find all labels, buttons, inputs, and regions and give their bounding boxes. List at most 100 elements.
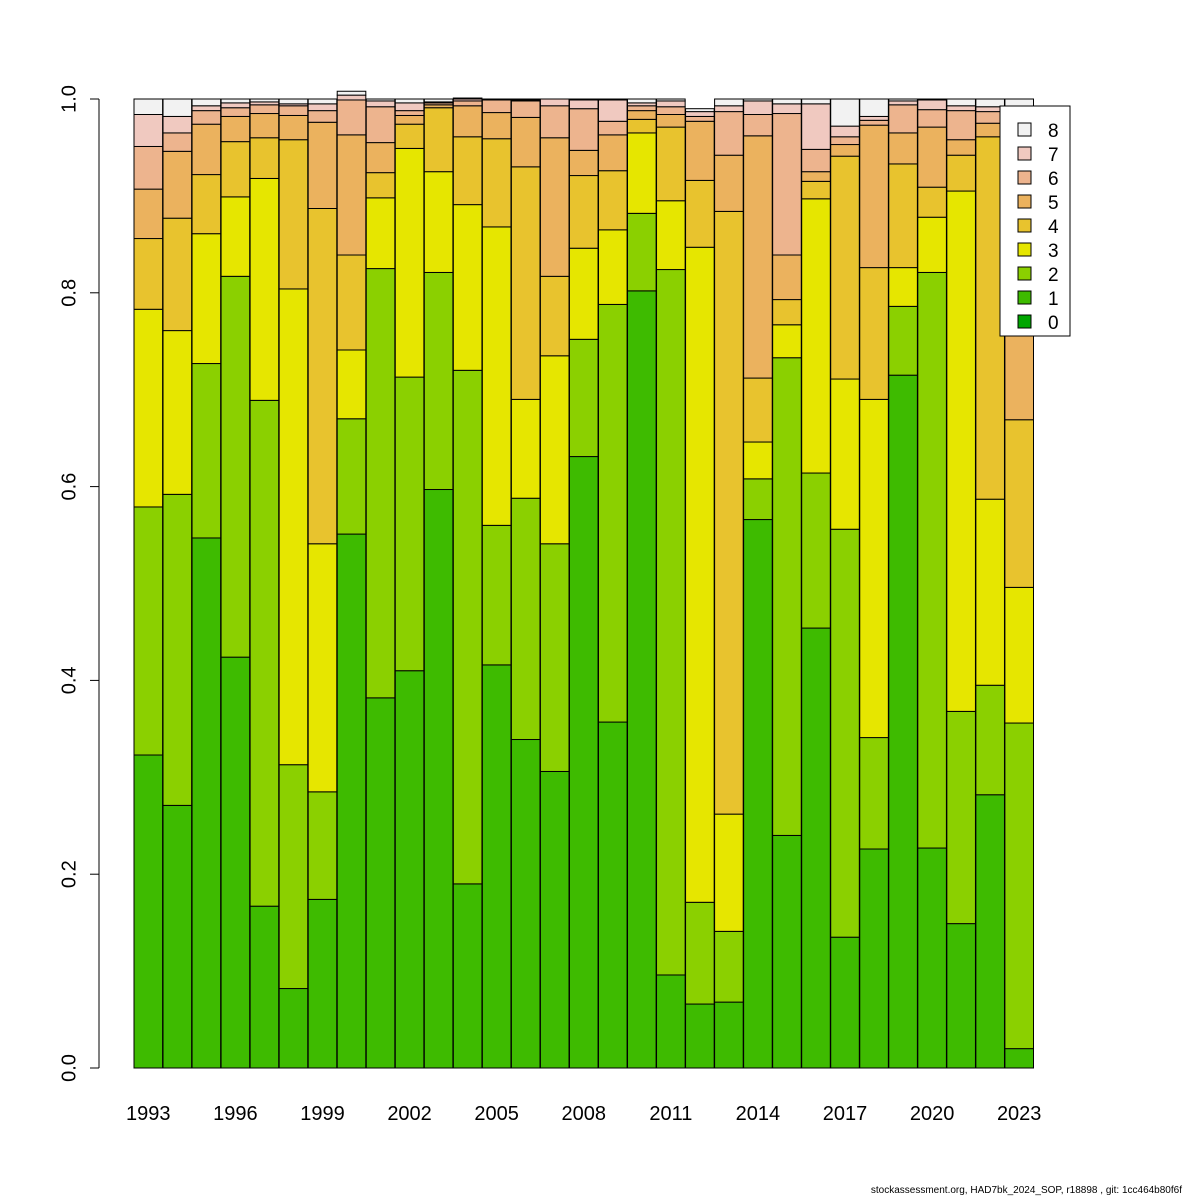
bars-group	[133, 90, 1035, 1069]
bar-segment-2000-age-5	[336, 134, 367, 256]
bar-segment-1994-age-8	[162, 98, 193, 117]
bar-segment-2001-age-6	[365, 106, 396, 144]
bar-segment-2007-age-6	[539, 105, 570, 139]
bar-segment-2003-age-1	[423, 489, 454, 1069]
footer-credit: stockassessment.org, HAD7bk_2024_SOP, r1…	[870, 1185, 1182, 1196]
bar-segment-2015-age-5	[772, 254, 802, 301]
legend-swatch-8	[1017, 122, 1032, 137]
bar-segment-1998-age-5	[278, 114, 309, 141]
bar-segment-2008-age-4	[568, 175, 599, 249]
bar-segment-2012-age-1	[685, 1003, 715, 1069]
bar-segment-2017-age-3	[830, 378, 860, 530]
bar-segment-2019-age-1	[888, 374, 918, 1069]
bar-segment-2005-age-4	[481, 138, 512, 228]
y-tick-label: 0.2	[58, 860, 80, 888]
bar-segment-2019-age-8	[888, 98, 918, 102]
bar-segment-2006-age-3	[510, 398, 541, 499]
bar-segment-2021-age-5	[946, 139, 976, 156]
bar-segment-2016-age-6	[801, 148, 831, 173]
bar-segment-1995-age-5	[191, 123, 222, 176]
bar-segment-1994-age-5	[162, 150, 193, 219]
bar-segment-2007-age-3	[539, 355, 570, 545]
bar-segment-2021-age-7	[946, 105, 976, 112]
bar-segment-1996-age-1	[220, 656, 251, 1069]
x-tick-label: 2023	[997, 1103, 1042, 1125]
legend-label-0: 0	[1048, 313, 1059, 334]
bar-segment-2018-age-4	[859, 267, 889, 400]
bar-segment-1994-age-3	[162, 330, 193, 495]
bar-segment-2012-age-5	[685, 120, 715, 181]
x-axis: 1993 1996 1999 2002 2005 2008 2011 2014 2017 2020…	[126, 1103, 1041, 1125]
y-tick-label: 1.0	[58, 85, 80, 113]
bar-segment-1998-age-8	[278, 98, 309, 105]
bar-segment-2016-age-4	[801, 180, 831, 200]
bar-segment-2005-age-6	[481, 99, 512, 114]
bar-segment-2012-age-8	[685, 108, 715, 113]
bar-segment-2011-age-3	[656, 200, 686, 271]
bar-segment-2007-age-4	[539, 275, 570, 357]
legend-label-6: 6	[1048, 169, 1059, 190]
bar-segment-1998-age-6	[278, 105, 309, 116]
legend-swatch-7	[1017, 146, 1032, 161]
bar-segment-2012-age-3	[685, 246, 715, 903]
x-tick-label: 2017	[823, 1103, 868, 1125]
bar-segment-2009-age-4	[597, 170, 628, 231]
bar-segment-1994-age-1	[162, 804, 193, 1069]
bar-segment-2014-age-5	[743, 135, 773, 379]
bar-segment-2006-age-6	[510, 100, 541, 118]
bar-segment-2007-age-7	[539, 98, 570, 107]
bar-segment-2009-age-6	[597, 120, 628, 136]
bar-segment-2001-age-5	[365, 142, 396, 174]
bar-segment-2000-age-1	[336, 533, 367, 1069]
bar-segment-2006-age-2	[510, 497, 541, 741]
bar-segment-2015-age-2	[772, 357, 802, 836]
bar-segment-2006-age-4	[510, 166, 541, 400]
bar-segment-2016-age-8	[801, 98, 831, 105]
bar-segment-2017-age-7	[830, 125, 860, 138]
bar-segment-2000-age-3	[336, 349, 367, 420]
bar-segment-1993-age-5	[133, 188, 164, 240]
bar-segment-2018-age-8	[859, 98, 889, 117]
bar-segment-2022-age-2	[975, 684, 1005, 796]
bar-segment-1993-age-7	[133, 114, 164, 147]
bar-segment-1996-age-5	[220, 115, 251, 143]
bar-segment-2018-age-1	[859, 848, 889, 1069]
bar-segment-2021-age-2	[946, 710, 976, 925]
bar-segment-2000-age-6	[336, 99, 367, 136]
bar-segment-2005-age-1	[481, 664, 512, 1069]
bar-segment-1995-age-7	[191, 105, 222, 112]
bar-segment-1996-age-7	[220, 102, 251, 109]
bar-segment-1996-age-8	[220, 98, 251, 104]
bar-segment-1993-age-3	[133, 308, 164, 508]
bar-segment-2019-age-3	[888, 267, 918, 307]
bar-segment-2010-age-3	[627, 132, 657, 214]
bar-segment-2009-age-2	[597, 303, 628, 723]
bar-segment-2011-age-8	[656, 98, 686, 102]
legend-label-8: 8	[1048, 121, 1059, 142]
bar-segment-2001-age-1	[365, 697, 396, 1069]
legend-swatch-0	[1017, 314, 1032, 329]
bar-segment-2002-age-6	[394, 110, 425, 116]
bar-segment-2004-age-4	[452, 136, 483, 206]
x-tick-label: 2008	[562, 1103, 607, 1125]
bar-segment-1995-age-4	[191, 174, 222, 235]
bar-segment-2013-age-7	[714, 105, 744, 113]
bar-segment-2020-age-2	[917, 271, 947, 849]
bar-segment-2004-age-5	[452, 105, 483, 138]
legend-label-1: 1	[1048, 289, 1059, 310]
bar-segment-2019-age-7	[888, 100, 918, 106]
legend-label-4: 4	[1048, 217, 1059, 238]
bar-segment-2017-age-5	[830, 144, 860, 157]
bar-segment-1995-age-1	[191, 537, 222, 1069]
bar-segment-2020-age-8	[917, 98, 947, 101]
x-tick-label: 1993	[126, 1103, 171, 1125]
bar-segment-2000-age-7	[336, 94, 367, 101]
bar-segment-1998-age-2	[278, 764, 309, 990]
bar-segment-1997-age-2	[249, 399, 280, 907]
bar-segment-2003-age-2	[423, 271, 454, 491]
bar-segment-2005-age-8	[481, 98, 512, 101]
bar-segment-2018-age-6	[859, 119, 889, 126]
bar-segment-2020-age-1	[917, 847, 947, 1069]
legend: 8 7 6 5 4 3 2 1 0	[999, 105, 1071, 337]
bar-segment-2022-age-1	[975, 794, 1005, 1069]
